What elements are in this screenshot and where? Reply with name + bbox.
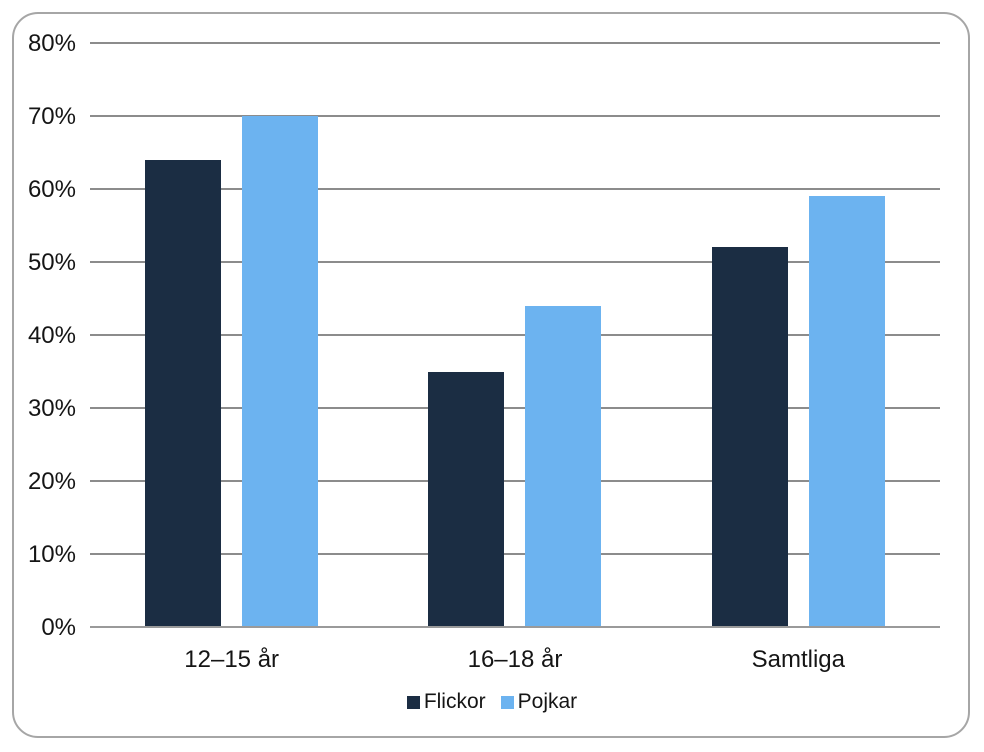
x-category-label-3: Samtliga bbox=[751, 646, 845, 673]
gridline-10 bbox=[90, 553, 940, 555]
legend: Flickor Pojkar bbox=[0, 689, 984, 715]
bar-flickor-2 bbox=[428, 371, 505, 627]
gridline-50 bbox=[90, 261, 940, 263]
x-category-label-1: 12–15 år bbox=[184, 646, 280, 673]
y-tick-label-20: 20% bbox=[27, 467, 76, 495]
bar-flickor-1 bbox=[145, 159, 222, 627]
gridline-20 bbox=[90, 480, 940, 482]
bar-pojkar-1 bbox=[242, 116, 319, 627]
gridline-70 bbox=[90, 115, 940, 117]
gridline-80 bbox=[90, 42, 940, 44]
bar-flickor-3 bbox=[711, 247, 788, 627]
y-tick-label-60: 60% bbox=[27, 175, 76, 203]
bar-pojkar-3 bbox=[808, 196, 885, 627]
legend-item-pojkar: Pojkar bbox=[500, 689, 578, 715]
gridline-30 bbox=[90, 407, 940, 409]
bar-group-3 bbox=[657, 43, 940, 627]
plot-area bbox=[90, 42, 940, 628]
x-axis-line bbox=[90, 626, 940, 628]
legend-swatch-pojkar bbox=[500, 695, 514, 709]
x-category-label-2: 16–18 år bbox=[467, 646, 563, 673]
y-tick-label-40: 40% bbox=[27, 321, 76, 349]
bar-pojkar-2 bbox=[525, 305, 602, 627]
y-tick-label-70: 70% bbox=[27, 102, 76, 130]
y-tick-label-30: 30% bbox=[27, 394, 76, 422]
bar-group-2 bbox=[373, 43, 656, 627]
legend-label-flickor: Flickor bbox=[423, 690, 486, 713]
y-tick-label-50: 50% bbox=[27, 248, 76, 276]
gridline-40 bbox=[90, 334, 940, 336]
legend-label-pojkar: Pojkar bbox=[517, 690, 578, 713]
y-tick-label-80: 80% bbox=[27, 29, 76, 57]
legend-swatch-flickor bbox=[406, 695, 420, 709]
gridline-60 bbox=[90, 188, 940, 190]
x-axis-category-labels: 12–15 år 16–18 år Samtliga bbox=[90, 645, 940, 675]
bar-groups bbox=[90, 43, 940, 627]
y-tick-label-10: 10% bbox=[27, 540, 76, 568]
y-tick-label-0: 0% bbox=[41, 613, 76, 641]
bar-group-1 bbox=[90, 43, 373, 627]
legend-item-flickor: Flickor bbox=[406, 689, 486, 715]
